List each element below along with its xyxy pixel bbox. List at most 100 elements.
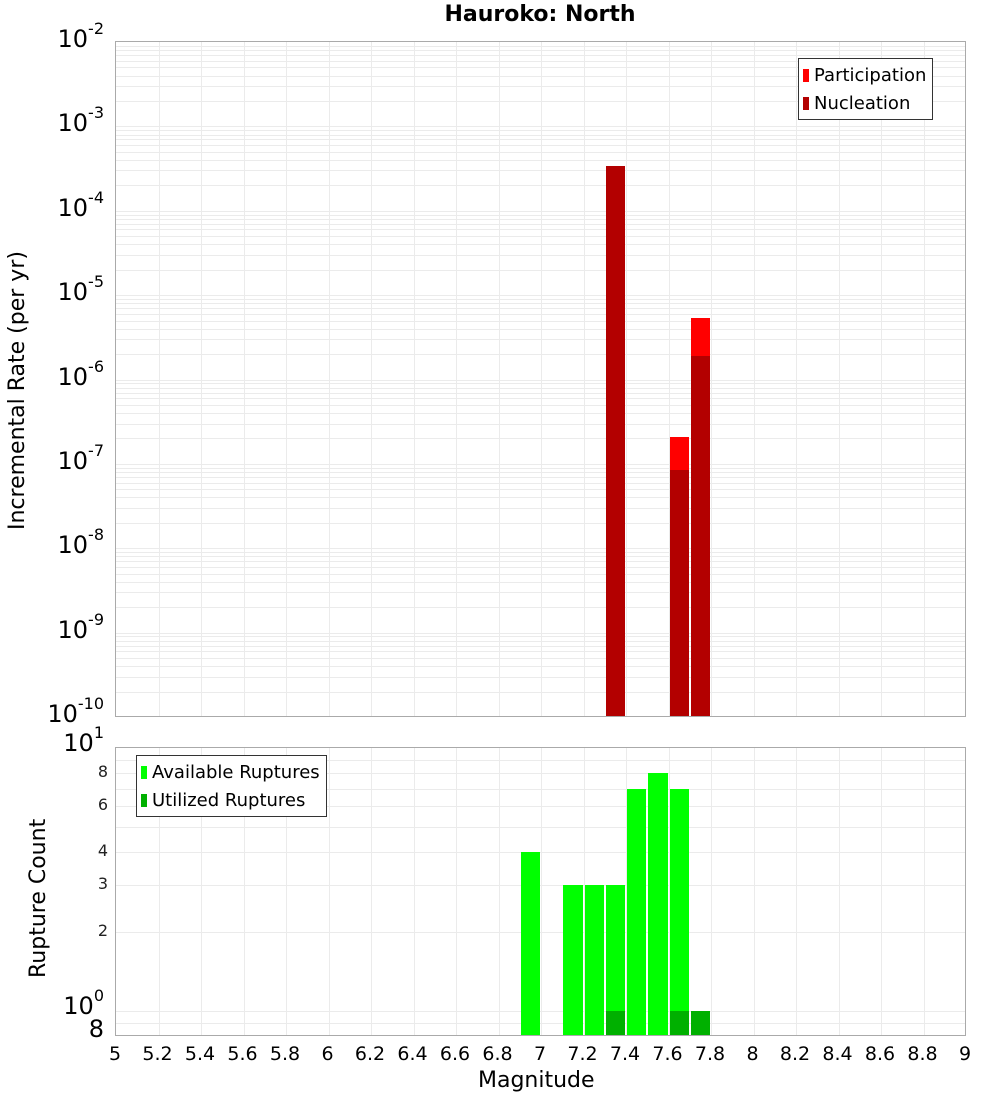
bar-utilized-ruptures <box>690 1010 710 1035</box>
x-tick-label: 9 <box>958 1043 972 1065</box>
y-tick-label: 8 <box>97 762 108 782</box>
grid-line <box>116 640 965 642</box>
grid-line <box>796 748 797 1035</box>
grid-line <box>626 748 627 1035</box>
bottom-y-axis-label: Rupture Count <box>26 818 51 978</box>
grid-line <box>753 748 755 1035</box>
grid-line <box>116 159 965 161</box>
grid-line <box>243 748 245 1035</box>
grid-line <box>116 806 965 808</box>
bar-nucleation <box>669 469 689 716</box>
x-tick-label: 5 <box>108 1043 122 1065</box>
grid-line <box>116 214 965 216</box>
bar-available-ruptures <box>520 852 540 1035</box>
bar-utilized-ruptures <box>669 1010 689 1035</box>
grid-line <box>116 269 965 271</box>
grid-line <box>116 354 965 356</box>
x-tick-label: 8.6 <box>864 1043 896 1065</box>
grid-line <box>243 42 245 716</box>
grid-line <box>116 931 965 933</box>
grid-line <box>116 392 965 394</box>
grid-line <box>116 244 965 246</box>
grid-line <box>116 134 965 136</box>
grid-line <box>498 748 500 1035</box>
y-tick-label: 10-8 <box>57 525 105 560</box>
grid-line <box>413 42 415 716</box>
grid-line <box>286 42 287 716</box>
grid-line <box>116 398 965 400</box>
grid-line <box>116 476 965 478</box>
bottom-legend: Available Ruptures Utilized Ruptures <box>136 755 327 817</box>
grid-line <box>116 303 965 305</box>
grid-line <box>116 632 965 634</box>
grid-line <box>626 42 627 716</box>
grid-line <box>116 507 965 509</box>
grid-line <box>116 55 965 57</box>
grid-line <box>116 339 965 341</box>
legend-item-available: Available Ruptures <box>141 758 320 786</box>
grid-line <box>116 581 965 583</box>
legend-item-utilized: Utilized Ruptures <box>141 786 320 814</box>
grid-line <box>116 548 965 550</box>
grid-line <box>456 748 457 1035</box>
x-tick-label: 5.4 <box>184 1043 216 1065</box>
grid-line <box>116 229 965 231</box>
grid-line <box>753 42 755 716</box>
grid-line <box>116 404 965 406</box>
grid-line <box>116 852 965 854</box>
grid-line <box>116 308 965 310</box>
x-tick-label: 7.8 <box>694 1043 726 1065</box>
grid-line <box>116 463 965 465</box>
bar-available-ruptures <box>584 885 604 1035</box>
grid-line <box>116 185 965 187</box>
bar-available-ruptures <box>563 885 583 1035</box>
grid-line <box>116 100 965 102</box>
y-tick-label: 10-6 <box>57 356 105 391</box>
available-swatch-icon <box>141 765 147 779</box>
grid-line <box>116 67 965 69</box>
grid-line <box>116 423 965 425</box>
grid-line <box>116 522 965 524</box>
x-tick-label: 6.2 <box>354 1043 386 1065</box>
grid-line <box>328 42 330 716</box>
grid-line <box>796 42 797 716</box>
top-plot-area <box>115 41 966 717</box>
grid-line <box>116 885 965 887</box>
grid-line <box>116 645 965 647</box>
x-tick-label: 8.4 <box>822 1043 853 1065</box>
y-tick-label: 100 <box>63 985 104 1020</box>
x-tick-label: 5.6 <box>227 1043 258 1065</box>
grid-line <box>116 666 965 668</box>
grid-line <box>116 236 965 238</box>
y-tick-label: 10-7 <box>57 440 105 475</box>
y-tick-label: 10-4 <box>57 187 105 222</box>
grid-line <box>923 42 925 716</box>
grid-line <box>116 313 965 315</box>
grid-line <box>286 748 287 1035</box>
y-tick-label: 10-5 <box>57 272 105 307</box>
grid-line <box>116 497 965 499</box>
bar-utilized-ruptures <box>605 1010 625 1035</box>
legend-label: Nucleation <box>814 92 911 114</box>
grid-line <box>116 827 965 829</box>
y-tick-label: 8 <box>88 1015 104 1043</box>
grid-line <box>116 139 965 141</box>
y-tick-label: 101 <box>63 723 104 757</box>
grid-line <box>116 218 965 220</box>
grid-line <box>116 126 965 128</box>
legend-label: Available Ruptures <box>152 761 320 783</box>
x-tick-label: 7.6 <box>652 1043 683 1065</box>
legend-item-nucleation: Nucleation <box>803 89 926 117</box>
grid-line <box>116 566 965 568</box>
x-tick-label: 5.8 <box>269 1043 301 1065</box>
grid-line <box>838 748 840 1035</box>
grid-line <box>116 75 965 77</box>
chart-title: Hauroko: North <box>444 2 636 27</box>
grid-line <box>116 482 965 484</box>
y-tick-label: 3 <box>97 874 108 894</box>
grid-line <box>158 42 160 716</box>
grid-line <box>116 573 965 575</box>
x-axis-label: Magnitude <box>478 1068 595 1093</box>
bar-available-ruptures <box>648 773 668 1035</box>
grid-line <box>116 651 965 653</box>
